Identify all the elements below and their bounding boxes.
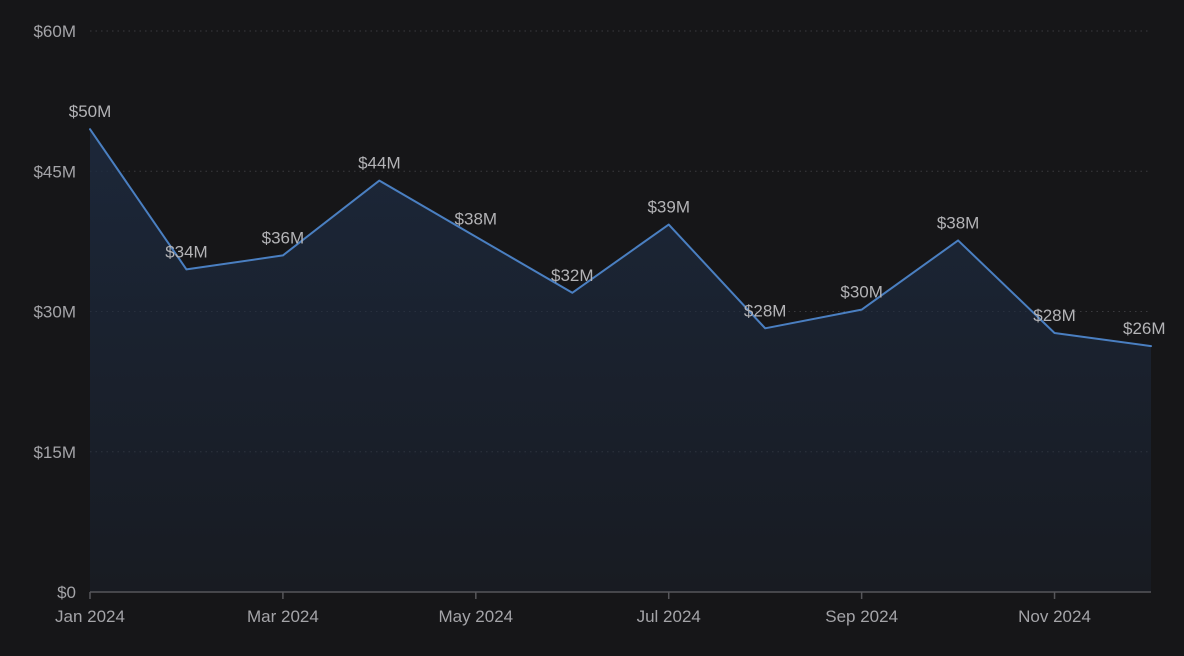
data-label-layer: $50M $34M $36M $44M $38M $32M $39M $28M $30M $38M… [69, 102, 1166, 338]
area-fill [90, 129, 1151, 593]
line-layer [89, 128, 1152, 348]
x-tick-label: Jul 2024 [637, 607, 701, 626]
series-line [89, 128, 1152, 348]
y-tick-label: $30M [33, 303, 76, 322]
data-label: $36M [262, 228, 305, 247]
y-tick-label: $0 [57, 583, 76, 602]
data-label: $30M [840, 283, 883, 302]
data-label: $50M [69, 102, 112, 121]
data-label: $44M [358, 154, 401, 173]
y-tick-label: $45M [33, 162, 76, 181]
axis-layer: $0 $15M $30M $45M $60M Jan 2024 Mar 2024 May 20… [33, 22, 1151, 626]
data-label: $38M [455, 210, 498, 229]
x-tick-label: Sep 2024 [825, 607, 898, 626]
y-tick-label: $60M [33, 22, 76, 41]
data-label: $38M [937, 213, 980, 232]
data-label: $32M [551, 266, 594, 285]
y-tick-label: $15M [33, 443, 76, 462]
x-tick-label: May 2024 [438, 607, 513, 626]
area-layer [90, 129, 1151, 593]
x-tick-label: Nov 2024 [1018, 607, 1091, 626]
data-label: $28M [1033, 306, 1076, 325]
data-label: $39M [647, 198, 690, 217]
x-tick-label: Jan 2024 [55, 607, 125, 626]
x-tick-label: Mar 2024 [247, 607, 319, 626]
data-label: $28M [744, 301, 787, 320]
data-label: $34M [165, 242, 208, 261]
data-label: $26M [1123, 319, 1166, 338]
